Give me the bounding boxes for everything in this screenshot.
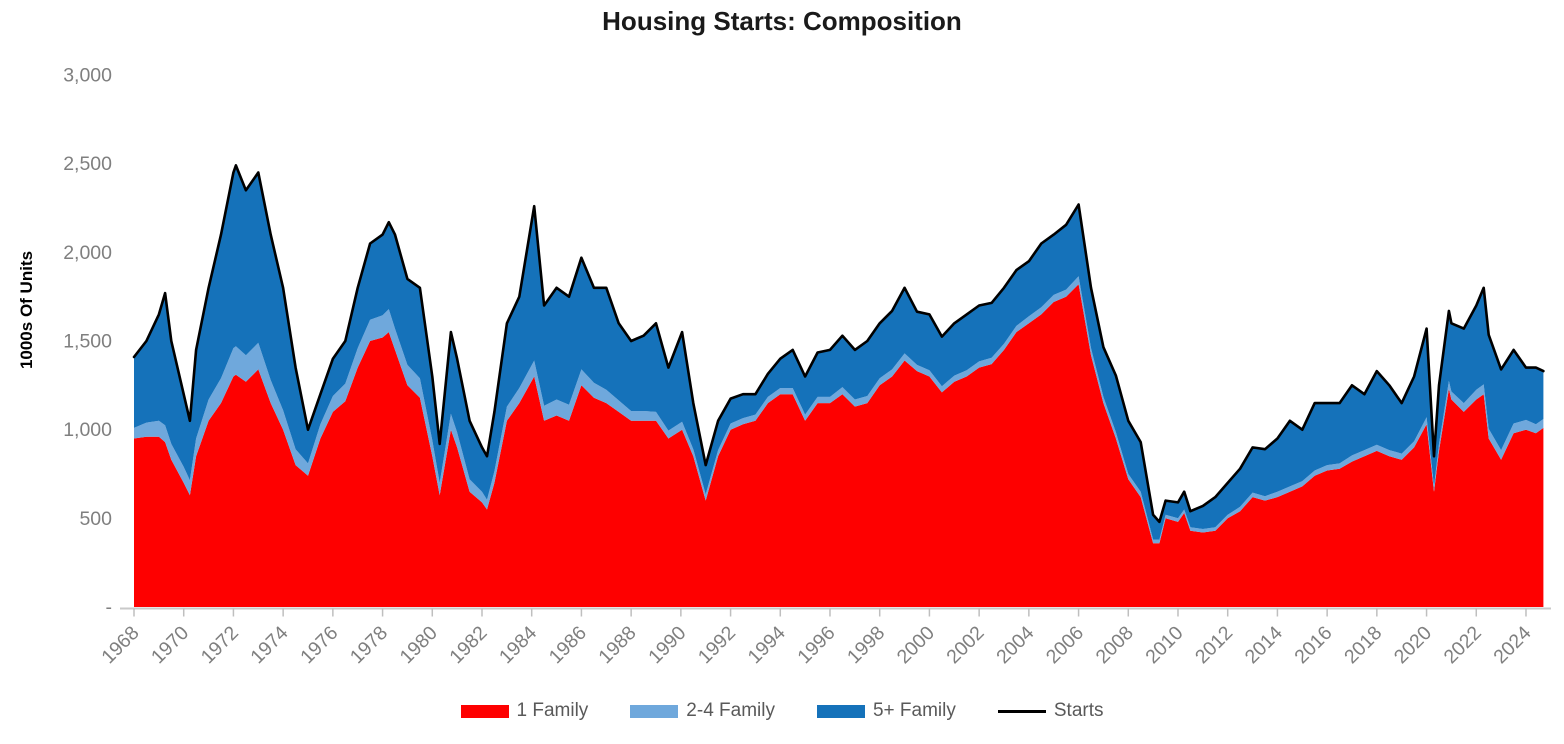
legend-label-5plus-family: 5+ Family (872, 700, 956, 721)
x-tick-label: 2006 (1042, 622, 1088, 668)
x-tick-label: 2024 (1489, 622, 1535, 668)
x-tick-label: 2020 (1390, 622, 1436, 668)
y-tick-label: 2,000 (63, 242, 112, 264)
y-tick-label: 3,000 (63, 65, 112, 87)
x-tick-label: 1998 (843, 622, 889, 668)
y-tick-label: 2,500 (63, 153, 112, 175)
legend-label-starts: Starts (1053, 700, 1104, 721)
x-tick-label: 2016 (1290, 622, 1336, 668)
legend-item-2-4-family: 2-4 Family (630, 700, 775, 722)
x-tick-label: 2010 (1141, 622, 1187, 668)
x-tick-label: 1980 (396, 622, 442, 668)
area-5plus-family (134, 165, 1544, 540)
x-tick-label: 2012 (1191, 622, 1237, 668)
starts-line (132, 164, 1545, 524)
y-tick-label: 1,500 (63, 331, 112, 353)
legend-swatch-5plus-family (816, 704, 865, 718)
x-tick-label: 1968 (97, 622, 143, 668)
chart-title: Housing Starts: Composition (602, 6, 962, 36)
legend-item-1-family: 1 Family (460, 700, 589, 722)
y-tick-label: 500 (79, 508, 112, 530)
x-tick-label: 1982 (445, 622, 491, 668)
y-tick-label: 1,000 (63, 419, 112, 441)
x-tick-label: 1970 (147, 622, 193, 668)
legend-label-1-family: 1 Family (516, 700, 589, 721)
x-tick-label: 1978 (346, 622, 392, 668)
x-tick-label: 1984 (495, 622, 541, 668)
legend-item-starts: Starts (997, 700, 1104, 722)
legend: 1 Family 2-4 Family 5+ Family Starts (0, 700, 1564, 722)
x-tick-label: 1972 (197, 622, 243, 668)
legend-swatch-1-family (460, 704, 509, 718)
legend-swatch-2-4-family (630, 704, 679, 718)
x-tick-label: 2008 (1092, 622, 1138, 668)
x-tick-label: 2000 (893, 622, 939, 668)
y-tick-label: - (106, 597, 113, 619)
x-tick-label: 1974 (246, 622, 292, 668)
x-tick-label: 1988 (594, 622, 640, 668)
x-tick-label: 1986 (545, 622, 591, 668)
legend-label-2-4-family: 2-4 Family (686, 700, 775, 721)
x-tick-label: 2004 (992, 622, 1038, 668)
x-tick-label: 1992 (694, 622, 740, 668)
x-tick-label: 1994 (744, 622, 790, 668)
x-tick-label: 2014 (1241, 622, 1287, 668)
x-tick-label: 2002 (942, 622, 988, 668)
legend-item-5plus-family: 5+ Family (816, 700, 956, 722)
x-tick-label: 1990 (644, 622, 690, 668)
area-1-family (134, 284, 1544, 607)
x-tick-label: 2018 (1340, 622, 1386, 668)
x-tick-label: 1996 (793, 622, 839, 668)
x-tick-label: 1976 (296, 622, 342, 668)
x-tick-label: 2022 (1440, 622, 1486, 668)
legend-swatch-starts-line (997, 709, 1046, 713)
